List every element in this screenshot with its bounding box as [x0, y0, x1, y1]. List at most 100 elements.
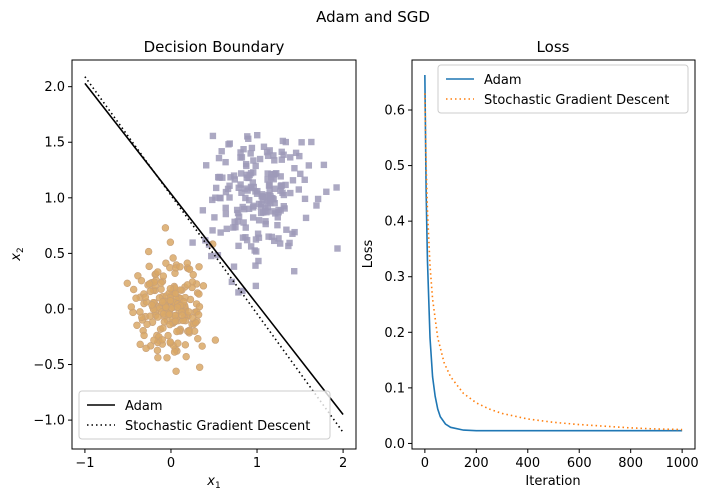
x-tick-label: 600: [567, 456, 592, 471]
scatter-point-circle: [164, 331, 172, 340]
scatter-point-square: [333, 184, 340, 191]
scatter-point-square: [266, 187, 273, 194]
scatter-point-square: [262, 207, 269, 215]
scatter-point-circle: [158, 336, 166, 344]
scatter-point-square: [298, 139, 305, 146]
loss-legend: Adam Stochastic Gradient Descent: [437, 64, 689, 114]
scatter-point-circle: [166, 320, 174, 329]
scatter-point-circle: [178, 311, 186, 319]
scatter-point-square: [313, 202, 320, 209]
scatter-point-square: [334, 245, 341, 252]
scatter-point-circle: [159, 272, 168, 280]
scatter-point-square: [209, 132, 217, 140]
scatter-point-square: [297, 170, 304, 178]
scatter-point-square: [252, 282, 260, 290]
scatter-point-circle: [140, 331, 148, 340]
scatter-point-square: [245, 135, 252, 142]
y-tick-label: 0.2: [384, 326, 405, 341]
scatter-point-circle: [142, 344, 150, 353]
scatter-point-circle: [173, 327, 181, 336]
scatter-point-square: [245, 205, 253, 213]
scatter-point-square: [222, 158, 229, 166]
scatter-point-circle: [141, 293, 150, 301]
x-tick-label: 0: [167, 456, 175, 471]
scatter-point-circle: [163, 354, 171, 362]
scatter-point-square: [237, 170, 245, 177]
scatter-point-square: [222, 210, 230, 218]
scatter-point-square: [208, 252, 215, 260]
scatter-point-square: [216, 174, 223, 181]
y-tick-label: 0.4: [384, 215, 405, 230]
scatter-point-square: [235, 289, 242, 296]
scatter-point-circle: [145, 280, 154, 288]
scatter-point-square: [248, 144, 256, 152]
scatter-point-square: [271, 237, 278, 245]
scatter-point-square: [262, 204, 269, 211]
decision-boundary-x-axis-label: x1: [206, 474, 220, 491]
scatter-point-square: [277, 187, 284, 194]
scatter-point-circle: [154, 313, 162, 321]
decision-boundary-y-axis-label: x2: [9, 247, 26, 261]
scatter-point-circle: [185, 308, 193, 316]
scatter-point-circle: [195, 302, 204, 311]
scatter-point-square: [271, 200, 278, 207]
scatter-point-square: [281, 205, 288, 212]
scatter-point-square: [237, 154, 244, 161]
scatter-point-square: [218, 148, 225, 155]
scatter-point-circle: [137, 276, 146, 285]
scatter-point-square: [255, 234, 263, 241]
scatter-point-circle: [169, 254, 177, 262]
x-tick-label: 800: [618, 456, 643, 471]
loss-series-line-sgd: [424, 93, 683, 431]
scatter-point-square: [232, 224, 239, 231]
loss-plot-area: [424, 74, 683, 432]
scatter-point-circle: [153, 346, 162, 355]
scatter-point-square: [255, 257, 262, 265]
scatter-point-square: [250, 169, 257, 176]
legend-label-sgd-loss: Stochastic Gradient Descent: [484, 93, 669, 108]
scatter-point-square: [237, 149, 244, 156]
scatter-point-circle: [166, 338, 174, 346]
scatter-point-square: [287, 154, 294, 161]
scatter-point-circle: [170, 348, 179, 356]
scatter-point-square: [240, 146, 247, 153]
scatter-point-circle: [194, 334, 202, 343]
y-tick-label: 0.0: [384, 437, 405, 452]
scatter-point-square: [209, 196, 216, 204]
scatter-point-square: [253, 190, 261, 197]
scatter-point-square: [189, 239, 196, 246]
loss-axes-frame: [411, 59, 696, 450]
scatter-point-square: [237, 181, 244, 188]
scatter-point-square: [296, 152, 303, 160]
scatter-point-circle: [194, 311, 203, 319]
scatter-point-circle: [185, 265, 194, 273]
scatter-point-square: [301, 176, 308, 183]
scatter-point-square: [216, 194, 223, 201]
scatter-point-circle: [195, 290, 203, 298]
scatter-point-square: [272, 210, 279, 217]
scatter-point-square: [320, 161, 328, 169]
scatter-point-circle: [144, 247, 153, 256]
scatter-point-square: [274, 214, 281, 221]
scatter-point-square: [266, 181, 273, 188]
scatter-point-square: [256, 155, 264, 163]
decision-boundary-axes-frame: [71, 59, 357, 450]
y-tick-label: 1.5: [44, 136, 65, 151]
scatter-point-circle: [171, 317, 180, 326]
scatter-point-circle: [174, 339, 182, 347]
scatter-point-square: [247, 150, 254, 157]
scatter-point-circle: [172, 367, 180, 375]
scatter-point-circle: [188, 314, 197, 322]
scatter-point-square: [247, 243, 255, 250]
scatter-point-circle: [148, 301, 156, 309]
x-tick-label: 1: [253, 456, 261, 471]
scatter-point-square: [243, 174, 250, 181]
scatter-point-square: [226, 194, 233, 201]
scatter-point-circle: [190, 327, 199, 335]
scatter-point-square: [275, 235, 282, 242]
scatter-point-square: [286, 239, 293, 247]
loss-y-ticks: 0.0 0.1 0.2 0.3 0.4 0.5 0.6: [384, 104, 412, 452]
scatter-point-circle: [133, 321, 141, 329]
decision-boundary-plot-area: [84, 76, 344, 433]
scatter-point-circle: [173, 303, 182, 311]
